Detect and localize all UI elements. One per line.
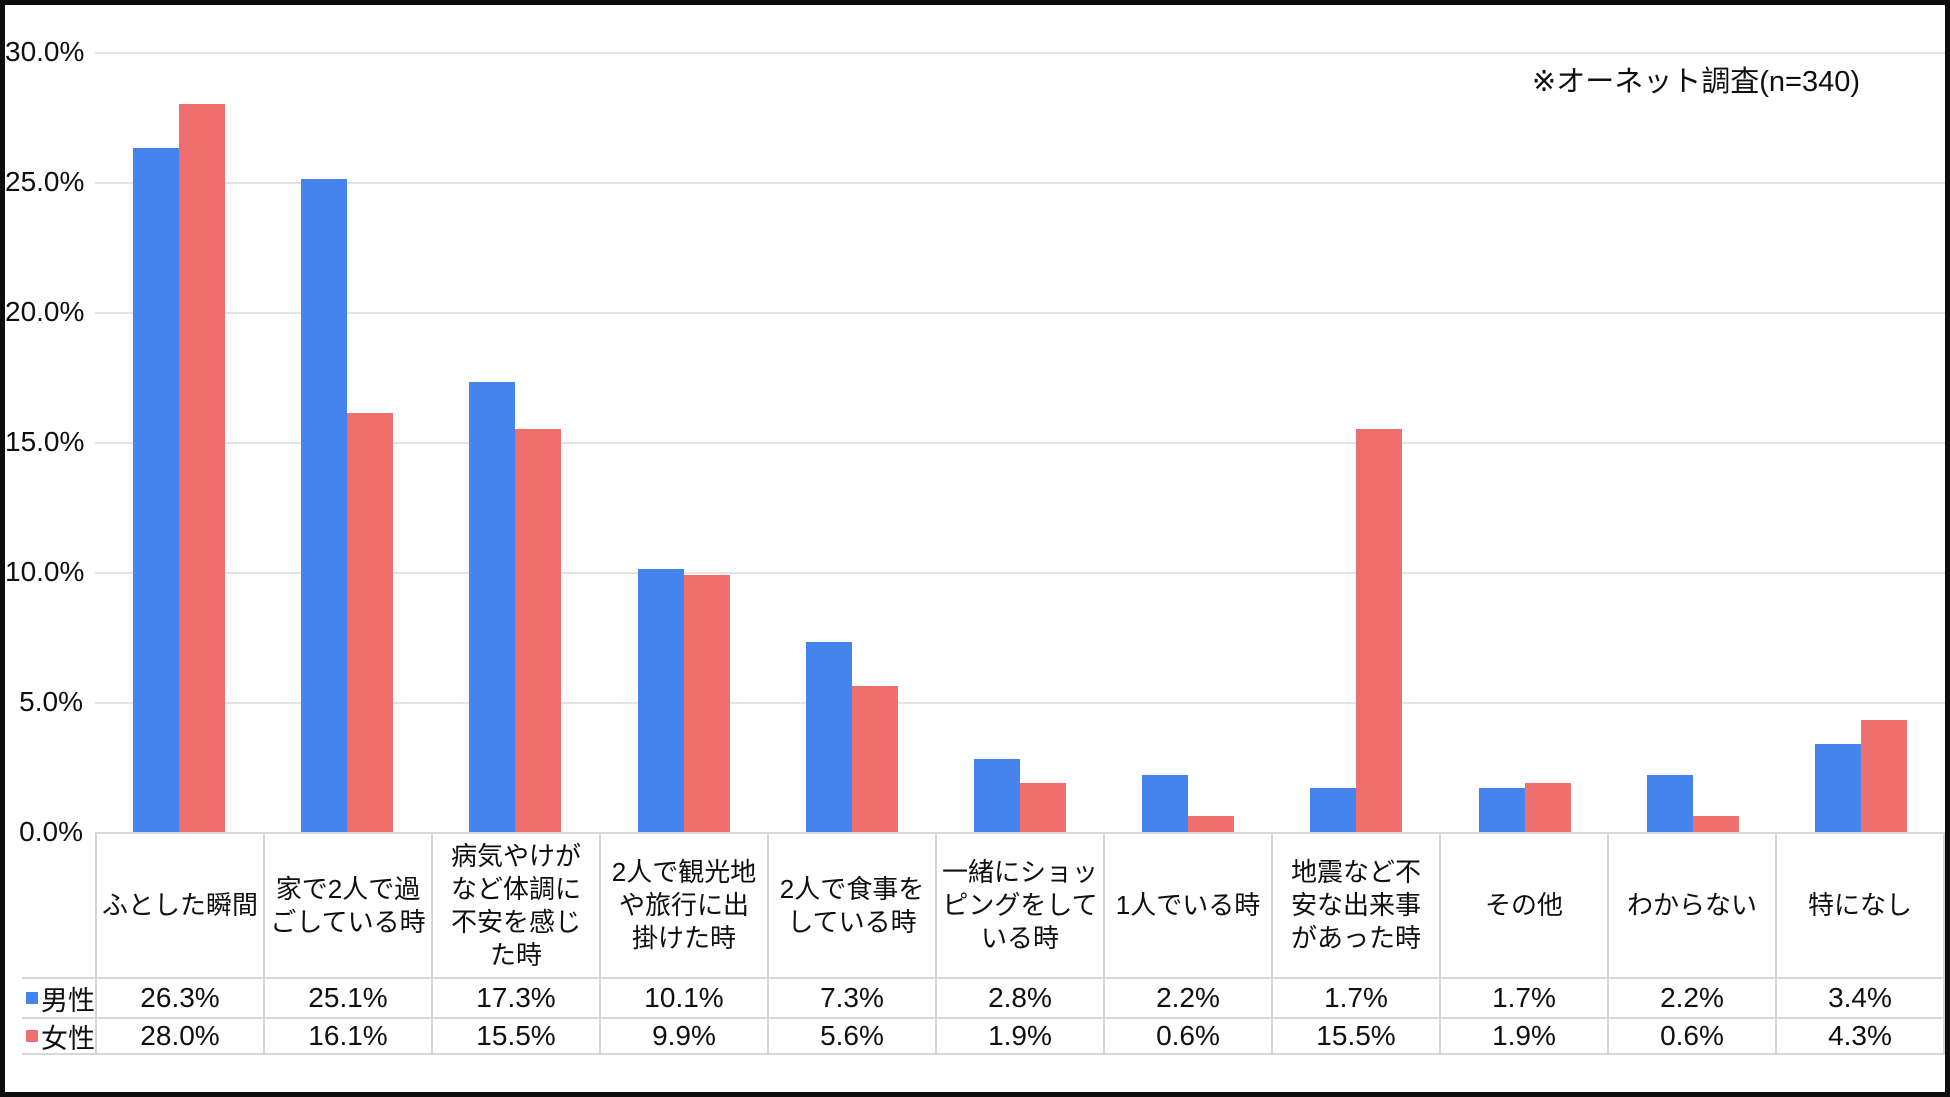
- bar-男性-7: [1310, 787, 1357, 832]
- bar-女性-0: [179, 104, 226, 832]
- bar-男性-6: [1142, 774, 1189, 832]
- bar-group: [431, 52, 599, 832]
- value-cell: 16.1%: [263, 1019, 431, 1053]
- value-cell: 1.7%: [1439, 979, 1607, 1017]
- bar-男性-4: [805, 642, 852, 832]
- legend-swatch-icon: [26, 992, 38, 1004]
- data-table: 男性 26.3% 25.1% 17.3% 10.1% 7.3% 2.8% 2.2% 1.7% 1.…: [22, 977, 1945, 1055]
- category-label: 2人で食事を している時: [767, 832, 935, 977]
- value-cell: 2.2%: [1103, 979, 1271, 1017]
- bar-男性-1: [301, 179, 348, 832]
- bar-group: [768, 52, 936, 832]
- bar-女性-7: [1356, 429, 1403, 832]
- category-label: 地震など不 安な出来事 があった時: [1271, 832, 1439, 977]
- bar-女性-8: [1524, 782, 1571, 832]
- bar-groups: [95, 52, 1945, 832]
- bar-group: [600, 52, 768, 832]
- gridline: [95, 182, 1945, 184]
- series-name: 男性: [22, 979, 95, 1017]
- bar-女性-5: [1020, 782, 1067, 832]
- survey-source-note: ※オーネット調査(n=340): [1531, 66, 1860, 98]
- value-cell: 2.8%: [935, 979, 1103, 1017]
- bar-男性-0: [133, 148, 180, 832]
- bar-group: [1441, 52, 1609, 832]
- series-name-label: 女性: [41, 1023, 95, 1054]
- category-label: 特になし: [1775, 832, 1945, 977]
- value-cell: 1.7%: [1271, 979, 1439, 1017]
- value-cell: 17.3%: [431, 979, 599, 1017]
- bar-group: [936, 52, 1104, 832]
- table-row-男性: 男性 26.3% 25.1% 17.3% 10.1% 7.3% 2.8% 2.2% 1.7% 1.…: [22, 977, 1945, 1017]
- value-cell: 2.2%: [1607, 979, 1775, 1017]
- value-cell: 4.3%: [1775, 1019, 1945, 1053]
- y-tick-label: 20.0%: [5, 296, 85, 327]
- bar-女性-3: [683, 574, 730, 832]
- gridline: [95, 702, 1945, 704]
- gridline: [95, 52, 1945, 54]
- y-tick-label: 5.0%: [19, 686, 83, 717]
- value-cell: 3.4%: [1775, 979, 1945, 1017]
- value-cell: 1.9%: [935, 1019, 1103, 1053]
- category-label: 一緒にショッ ピングをして いる時: [935, 832, 1103, 977]
- category-header-row: ふとした瞬間 家で2人で過 ごしている時 病気やけが など体調に 不安を感じ た時 2…: [95, 832, 1945, 977]
- category-label: その他: [1439, 832, 1607, 977]
- bar-男性-5: [974, 759, 1021, 832]
- bar-group: [263, 52, 431, 832]
- table-row-女性: 女性 28.0% 16.1% 15.5% 9.9% 5.6% 1.9% 0.6% 15.5% 1.…: [22, 1017, 1945, 1055]
- bar-group: [1777, 52, 1945, 832]
- bar-女性-6: [1188, 816, 1235, 832]
- category-label: わからない: [1607, 832, 1775, 977]
- value-cell: 1.9%: [1439, 1019, 1607, 1053]
- value-cell: 0.6%: [1607, 1019, 1775, 1053]
- category-label: 家で2人で過 ごしている時: [263, 832, 431, 977]
- value-cell: 0.6%: [1103, 1019, 1271, 1053]
- value-cell: 9.9%: [599, 1019, 767, 1053]
- bar-男性-10: [1814, 743, 1861, 832]
- bar-女性-2: [515, 429, 562, 832]
- plot-area: [95, 52, 1945, 834]
- series-name: 女性: [22, 1019, 95, 1054]
- bar-group: [95, 52, 263, 832]
- bar-男性-9: [1646, 774, 1693, 832]
- gridline: [95, 572, 1945, 574]
- y-tick-label: 0.0%: [19, 816, 83, 847]
- gridline: [95, 442, 1945, 444]
- value-cell: 5.6%: [767, 1019, 935, 1053]
- bar-男性-3: [637, 569, 684, 832]
- category-label: 2人で観光地 や旅行に出 掛けた時: [599, 832, 767, 977]
- bar-女性-1: [347, 413, 394, 832]
- series-name-label: 男性: [41, 985, 95, 1016]
- bar-group: [1104, 52, 1272, 832]
- y-tick-label: 10.0%: [5, 556, 85, 587]
- value-cell: 15.5%: [1271, 1019, 1439, 1053]
- bar-女性-10: [1860, 720, 1907, 832]
- value-cell: 28.0%: [95, 1019, 263, 1053]
- gridline: [95, 312, 1945, 314]
- legend-swatch-icon: [26, 1030, 38, 1042]
- category-label: ふとした瞬間: [95, 832, 263, 977]
- bar-女性-4: [851, 686, 898, 832]
- y-tick-label: 30.0%: [5, 36, 85, 67]
- value-cell: 25.1%: [263, 979, 431, 1017]
- category-label: 病気やけが など体調に 不安を感じ た時: [431, 832, 599, 977]
- value-cell: 7.3%: [767, 979, 935, 1017]
- value-cell: 26.3%: [95, 979, 263, 1017]
- category-label: 1人でいる時: [1103, 832, 1271, 977]
- bar-group: [1609, 52, 1777, 832]
- bar-group: [1272, 52, 1440, 832]
- value-cell: 10.1%: [599, 979, 767, 1017]
- value-cell: 15.5%: [431, 1019, 599, 1053]
- bar-男性-2: [469, 382, 516, 832]
- bar-女性-9: [1692, 816, 1739, 832]
- y-tick-label: 15.0%: [5, 426, 85, 457]
- bar-男性-8: [1478, 787, 1525, 832]
- y-tick-label: 25.0%: [5, 166, 85, 197]
